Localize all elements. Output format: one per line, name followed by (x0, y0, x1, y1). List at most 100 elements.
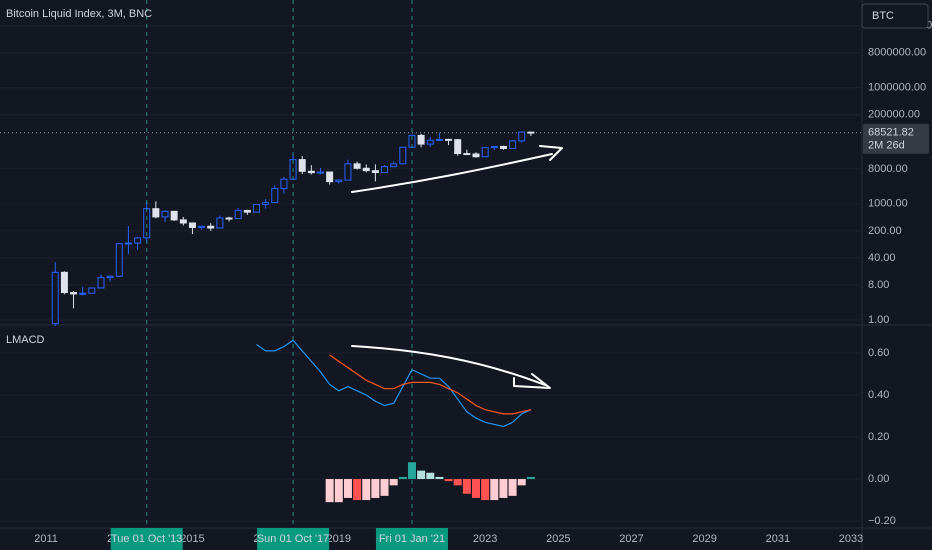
candle-body (399, 146, 407, 165)
histogram-bar (343, 479, 352, 498)
candle-body (317, 171, 325, 174)
histogram-bar (389, 479, 398, 486)
candle-body (271, 188, 279, 204)
candle-body (225, 217, 233, 220)
y-tick-label: 0.60 (868, 347, 889, 359)
candle-body (170, 210, 178, 221)
drawn-arrow (351, 345, 546, 386)
x-tick-label: 2011 (34, 533, 58, 545)
candle-body (499, 145, 507, 150)
histogram-bar (325, 479, 334, 503)
histogram-bar (472, 479, 481, 498)
histogram-bar (453, 479, 462, 486)
candle-body (51, 271, 59, 325)
candle-body (435, 138, 443, 141)
histogram-bar (334, 479, 343, 503)
y-tick-label: 8000000.00 (868, 47, 926, 59)
histogram-bar (517, 479, 526, 486)
x-tick-label: 2019 (327, 533, 351, 545)
macd-line (256, 339, 532, 428)
candle-body (445, 138, 453, 141)
drawn-arrowhead (513, 373, 551, 389)
y-tick-label: 0.40 (868, 389, 889, 401)
candle-body (243, 209, 251, 213)
candle-body (426, 139, 434, 145)
candle-body (298, 159, 306, 172)
candle-body (344, 163, 352, 181)
date-marker-label: Fri 01 Jan '21 (379, 533, 445, 545)
candle-body (124, 242, 132, 245)
candle-body (161, 210, 169, 218)
candle-body (70, 292, 78, 295)
candle-body (234, 209, 242, 220)
symbol-button-label[interactable]: BTC (872, 10, 894, 22)
y-tick-label: 1.00 (868, 314, 889, 326)
y-tick-label: −0.20 (868, 515, 896, 527)
histogram-bar (462, 479, 471, 494)
histogram-bar (526, 476, 535, 480)
y-tick-label: 0.00 (868, 473, 889, 485)
chart-title: Bitcoin Liquid Index, 3M, BNC (6, 8, 152, 20)
candle-body (134, 237, 142, 244)
candle-body (106, 275, 114, 279)
candle-body (207, 225, 215, 229)
histogram-bar (353, 479, 362, 501)
histogram-bar (508, 479, 517, 496)
x-tick-label: 2015 (180, 533, 204, 545)
candle-body (262, 202, 270, 205)
candle-body (481, 147, 489, 158)
x-tick-label: 2033 (839, 533, 863, 545)
candle-body (198, 225, 206, 228)
candle-body (362, 167, 370, 172)
drawn-arrow (351, 153, 553, 193)
histogram-bar (499, 479, 508, 498)
y-tick-label: 200000.00 (868, 109, 920, 121)
candle-body (417, 134, 425, 145)
candle-body (115, 243, 123, 277)
drawn-arrowhead (539, 145, 563, 161)
y-tick-label: 200.00 (868, 225, 902, 237)
y-tick-label: 1000.00 (868, 198, 908, 210)
countdown-label: 2M 26d (868, 140, 905, 152)
candle-body (188, 222, 196, 228)
histogram-bar (407, 462, 416, 480)
candle-body (353, 163, 361, 169)
x-tick-label: 2031 (766, 533, 790, 545)
price-label-box (863, 123, 929, 154)
candle-body (518, 131, 526, 142)
candle-body (79, 292, 87, 295)
candle-body (97, 277, 105, 289)
candle-body (509, 140, 517, 150)
y-tick-label: 0.20 (868, 431, 889, 443)
symbol-button[interactable] (861, 3, 929, 29)
histogram-bar (481, 479, 490, 501)
histogram-bar (490, 479, 499, 501)
candle-body (454, 139, 462, 155)
candle-body (307, 170, 315, 174)
y-tick-label: 8000.00 (868, 163, 908, 175)
candle-body (527, 131, 535, 134)
date-marker-box (375, 528, 448, 550)
histogram-bar (417, 470, 426, 480)
indicator-title: LMACD (6, 334, 45, 346)
date-marker-label: Sun 01 Oct '17 (257, 533, 329, 545)
date-marker-box (257, 528, 330, 550)
candle-body (179, 219, 187, 224)
x-tick-label: 2023 (473, 533, 497, 545)
candle-body (390, 163, 398, 168)
candle-body (60, 271, 68, 294)
candle-body (152, 208, 160, 218)
date-marker-label: Tue 01 Oct '13 (111, 533, 182, 545)
histogram-bar (426, 472, 435, 480)
candle-body (252, 203, 260, 213)
y-tick-label: 1000000.00 (868, 82, 926, 94)
candle-body (381, 166, 389, 174)
y-tick-label: 8.00 (868, 279, 889, 291)
histogram-bar (444, 479, 453, 482)
candle-body (371, 170, 379, 174)
histogram-bar (435, 476, 444, 480)
histogram-bar (398, 476, 407, 480)
